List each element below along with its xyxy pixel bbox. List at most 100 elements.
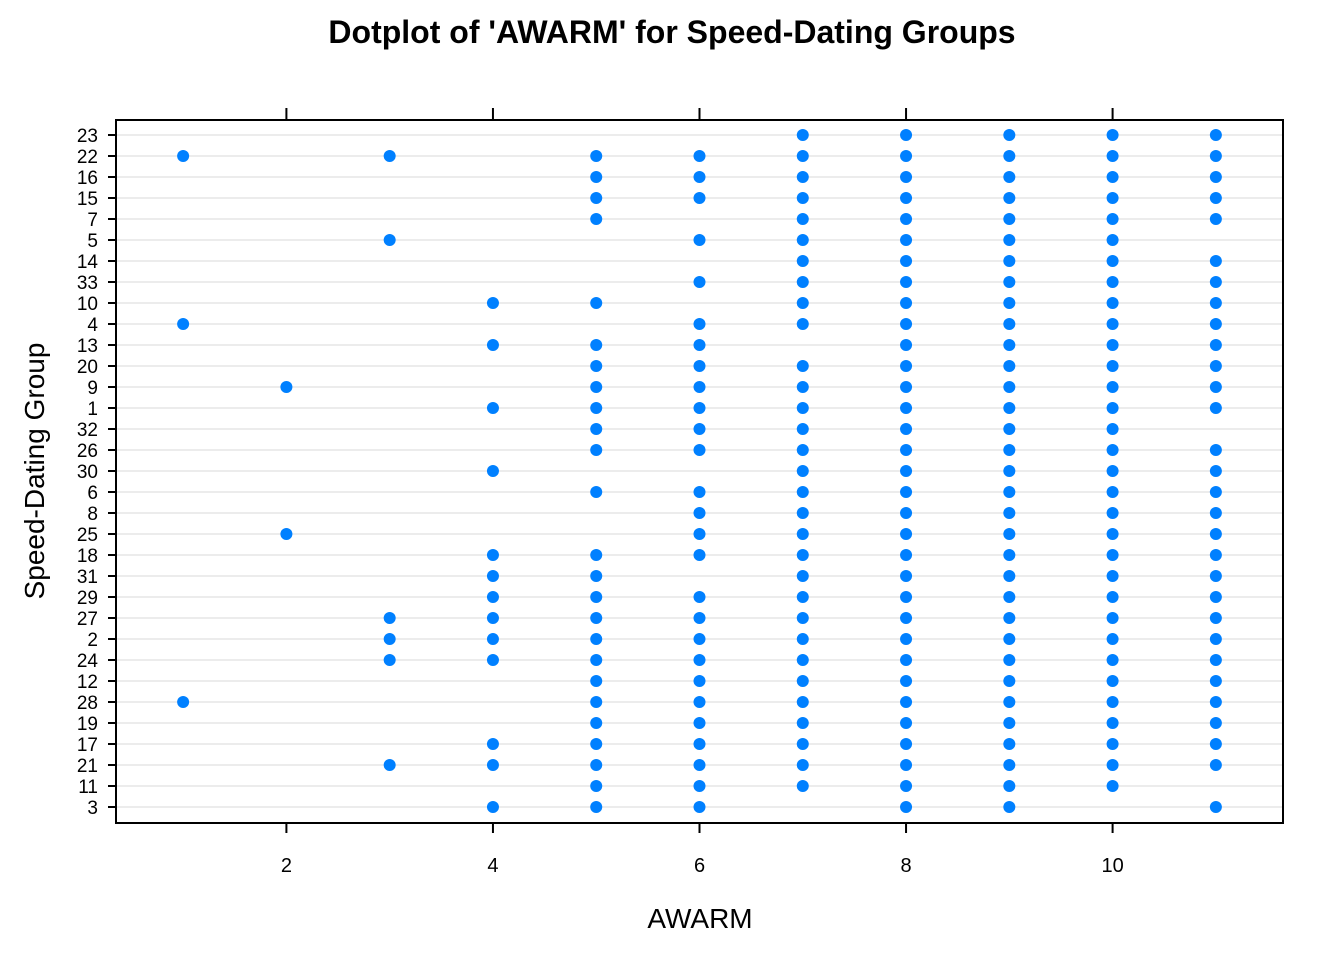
y-tick-label: 4 [87,315,98,336]
data-point [900,717,913,729]
y-tick-label: 15 [77,189,98,210]
data-point [1003,717,1016,729]
data-point [796,150,809,162]
data-point [1003,696,1016,708]
data-point [900,549,913,561]
data-point [1209,654,1222,666]
data-point [693,633,706,645]
data-point [900,339,913,351]
data-point [1003,444,1016,456]
data-point [1106,696,1119,708]
data-point [693,780,706,792]
y-tick-label: 16 [77,168,98,189]
data-point [1106,738,1119,750]
data-point [383,234,396,246]
data-point [1106,486,1119,498]
data-point [1106,276,1119,288]
data-point [486,402,499,414]
data-point [900,654,913,666]
data-point [693,801,706,813]
data-point [900,402,913,414]
data-point [1106,297,1119,309]
data-point [796,528,809,540]
data-point [486,339,499,351]
data-point [383,633,396,645]
data-point [590,171,603,183]
data-point [1209,192,1222,204]
data-point [796,738,809,750]
data-point [590,633,603,645]
data-point [1106,360,1119,372]
data-point [590,696,603,708]
data-point [1209,465,1222,477]
data-point [693,360,706,372]
data-point [900,507,913,519]
data-point [1209,150,1222,162]
data-point [693,591,706,603]
data-point [900,213,913,225]
data-point [1209,591,1222,603]
data-point [590,486,603,498]
data-point [900,276,913,288]
chart-title: Dotplot of 'AWARM' for Speed-Dating Grou… [328,14,1015,50]
data-point [1106,234,1119,246]
data-point [693,423,706,435]
data-point [693,234,706,246]
y-tick-label: 3 [87,798,98,819]
y-tick-label: 23 [77,126,98,147]
data-point [1106,423,1119,435]
data-point [1209,381,1222,393]
data-point [900,675,913,687]
data-point [693,528,706,540]
data-point [900,171,913,183]
data-point [796,633,809,645]
data-point [1209,360,1222,372]
data-point [1003,318,1016,330]
data-point [1003,654,1016,666]
data-point [796,465,809,477]
y-tick-label: 28 [77,693,98,714]
data-point [796,780,809,792]
data-point [1106,150,1119,162]
data-point [1106,612,1119,624]
data-point [900,381,913,393]
data-point [1209,507,1222,519]
data-point [1003,192,1016,204]
data-point [590,192,603,204]
data-point [900,486,913,498]
data-point [1003,570,1016,582]
data-point [1209,402,1222,414]
data-point [486,801,499,813]
data-point [1106,192,1119,204]
y-tick-label: 29 [77,588,98,609]
data-point [1003,129,1016,141]
data-point [590,213,603,225]
x-tick-label: 6 [694,855,705,877]
data-point [1209,717,1222,729]
data-point [1003,486,1016,498]
y-tick-label: 14 [77,252,99,273]
data-point [1209,696,1222,708]
x-axis-ticks: 2 4 6 8 10 [281,108,1124,877]
data-point [590,570,603,582]
data-point [1003,234,1016,246]
data-point [1003,255,1016,267]
data-point [900,444,913,456]
y-tick-label: 12 [77,672,98,693]
data-point [590,402,603,414]
data-point [590,339,603,351]
x-tick-label: 8 [900,855,911,877]
data-point [900,234,913,246]
data-point [693,318,706,330]
data-point [1003,150,1016,162]
data-point [1106,654,1119,666]
data-point [486,591,499,603]
data-point [590,297,603,309]
data-point [1106,759,1119,771]
data-point [1106,171,1119,183]
data-point [693,486,706,498]
data-point [900,612,913,624]
data-point [796,444,809,456]
data-point [590,381,603,393]
data-point [1106,717,1119,729]
